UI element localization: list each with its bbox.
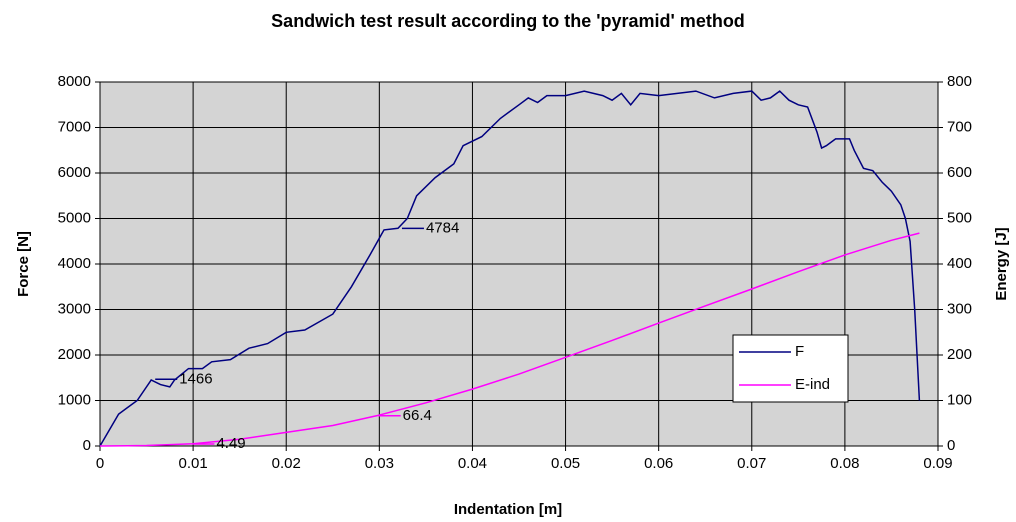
y2-tick-label: 100 — [947, 391, 972, 408]
x-tick-label: 0.02 — [272, 455, 301, 472]
annotation: 66.4 — [403, 407, 432, 424]
chart-title: Sandwich test result according to the 'p… — [271, 11, 745, 31]
legend-label: F — [795, 343, 804, 360]
y2-tick-label: 600 — [947, 164, 972, 181]
annotation: 4784 — [426, 219, 459, 236]
y-tick-label: 7000 — [58, 118, 91, 135]
y2-axis-label: Energy [J] — [993, 227, 1010, 300]
y2-tick-label: 500 — [947, 209, 972, 226]
y-tick-label: 6000 — [58, 164, 91, 181]
y2-tick-label: 300 — [947, 300, 972, 317]
x-tick-label: 0.04 — [458, 455, 487, 472]
y-tick-label: 0 — [83, 437, 91, 454]
x-tick-label: 0.03 — [365, 455, 394, 472]
legend-box — [732, 334, 849, 403]
x-tick-label: 0.08 — [830, 455, 859, 472]
x-tick-label: 0.07 — [737, 455, 766, 472]
y2-tick-label: 0 — [947, 437, 955, 454]
y2-tick-label: 700 — [947, 118, 972, 135]
y2-tick-label: 400 — [947, 255, 972, 272]
y-tick-label: 3000 — [58, 300, 91, 317]
x-tick-label: 0 — [96, 455, 104, 472]
x-tick-label: 0.06 — [644, 455, 673, 472]
y-tick-label: 8000 — [58, 73, 91, 90]
annotation: 4.49 — [216, 435, 245, 452]
y-axis-label: Force [N] — [15, 231, 32, 297]
y-tick-label: 5000 — [58, 209, 91, 226]
annotation: 1466 — [179, 370, 212, 387]
series-line — [99, 90, 921, 447]
series-line — [99, 232, 920, 447]
y-tick-label: 4000 — [58, 255, 91, 272]
legend-label: E-ind — [795, 376, 830, 393]
x-axis-label: Indentation [m] — [454, 501, 562, 518]
y-tick-label: 1000 — [58, 391, 91, 408]
y2-tick-label: 200 — [947, 346, 972, 363]
x-tick-label: 0.09 — [923, 455, 952, 472]
x-tick-label: 0.01 — [179, 455, 208, 472]
x-tick-label: 0.05 — [551, 455, 580, 472]
y2-tick-label: 800 — [947, 73, 972, 90]
y-tick-label: 2000 — [58, 346, 91, 363]
